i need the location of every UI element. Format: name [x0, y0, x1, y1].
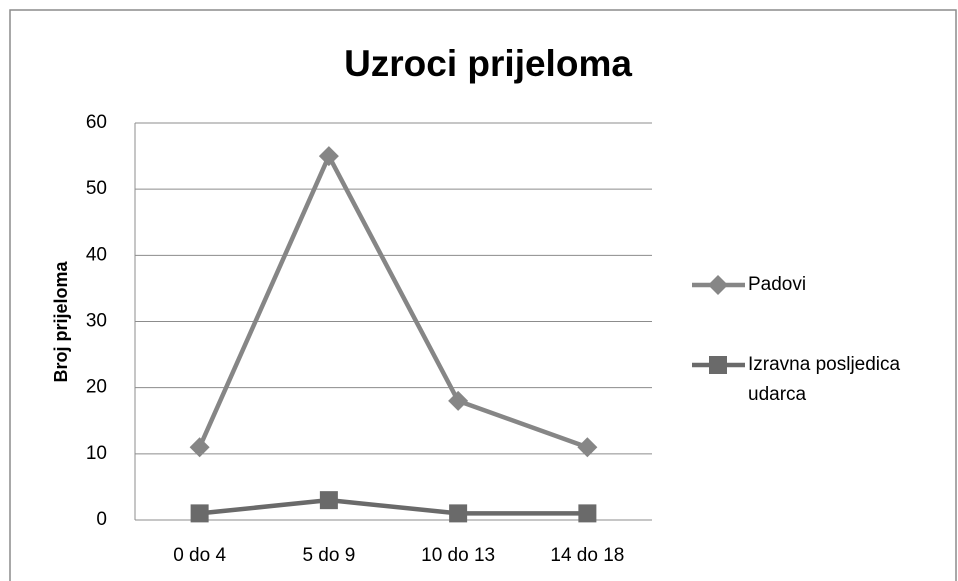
series-line	[199, 497, 588, 516]
legend-marker	[708, 275, 728, 295]
x-tick-label: 14 do 18	[550, 545, 624, 566]
y-tick-label: 60	[86, 112, 107, 133]
legend-marker	[709, 356, 727, 374]
y-tick-label: 40	[86, 244, 107, 265]
y-tick-label: 0	[96, 509, 107, 530]
y-tick-label: 20	[86, 377, 107, 398]
y-tick-label: 30	[86, 311, 107, 332]
chart-frame	[9, 9, 957, 581]
series-line	[197, 153, 589, 450]
data-point	[318, 146, 339, 167]
legend-label: Izravna posljedica udarca	[748, 354, 901, 405]
y-tick-label: 50	[86, 178, 107, 199]
x-tick-label: 0 do 4	[173, 545, 226, 566]
data-point	[448, 390, 469, 411]
data-point	[577, 437, 598, 458]
chart-title: Uzroci prijeloma	[344, 43, 632, 84]
y-axis-label: Broj prijeloma	[51, 261, 71, 383]
legend-label: Padovi	[748, 274, 807, 295]
data-point	[449, 504, 468, 523]
x-tick-label: 5 do 9	[302, 545, 355, 566]
data-point	[578, 504, 597, 523]
x-tick-label: 10 do 13	[421, 545, 495, 566]
data-point	[190, 504, 209, 523]
y-tick-label: 10	[86, 443, 107, 464]
data-point	[189, 437, 210, 458]
data-point	[319, 491, 338, 510]
